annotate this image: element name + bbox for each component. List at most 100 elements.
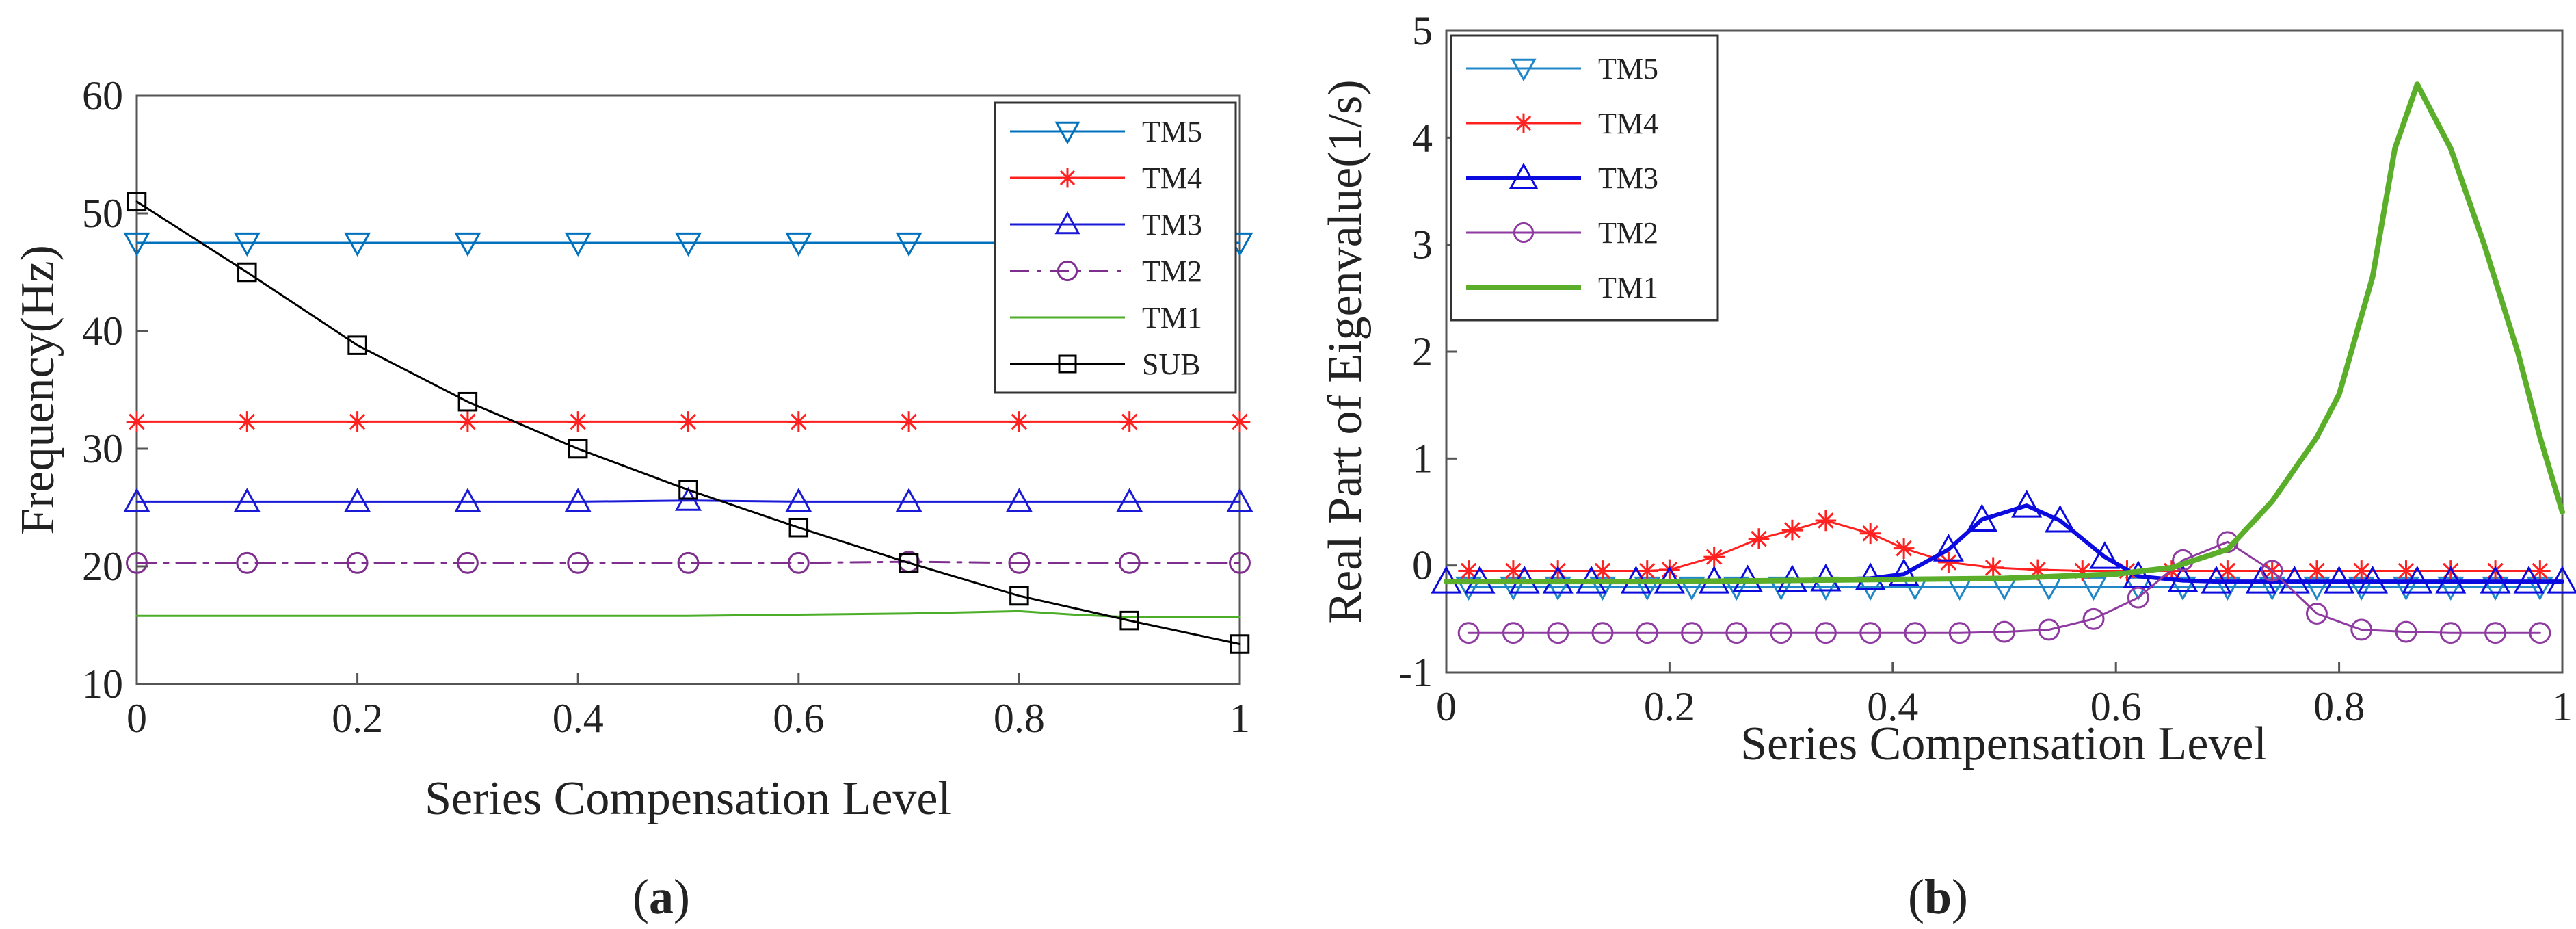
panel-b-series-tm2-point [1859, 622, 1882, 644]
panel-a-series-sub-point [237, 262, 257, 283]
panel-b-legend-tm5-label: TM5 [1598, 52, 1658, 86]
panel-b-series-tm2-point [1770, 622, 1792, 644]
panel-b-series-tm2-point [1681, 622, 1703, 644]
panel-b-series-tm4-point [1815, 510, 1837, 532]
panel-a-series-tm4-point [457, 411, 479, 432]
panel-a-series-tm5-point [344, 232, 371, 257]
panel-a-series-tm4-point [1009, 411, 1030, 432]
panel-a-series-tm3-point [785, 488, 812, 512]
panel-a-y-axis-label: Frequency(Hz) [12, 245, 64, 535]
panel-a-series-tm3-point [564, 488, 592, 512]
panel-a-series-tm2-point [1118, 551, 1141, 574]
panel-a-series-sub-point [899, 553, 919, 573]
panel-b-series-tm2-point [2127, 586, 2149, 609]
panel-a-series-sub-point [678, 480, 698, 500]
panel-b-series-tm2-point [2350, 618, 2373, 641]
panel-a-series-tm2-point [126, 551, 148, 574]
panel-a-series-tm2-point [236, 551, 258, 574]
panel-b-series-tm3-point [1933, 534, 1964, 562]
panel-a-x-tick-label: 1 [1230, 696, 1250, 741]
panel-a-series-tm5-point [564, 232, 592, 257]
panel-a-legend-box [994, 101, 1237, 394]
panel-b-series-tm5-point [1678, 576, 1705, 601]
panel-b-y-axis-label: Real Part of Eigenvalue(1/s) [1319, 79, 1372, 623]
panel-a-legend-tm3-label: TM3 [1142, 208, 1202, 241]
panel-b-series-tm4-point [1703, 546, 1725, 568]
panel-b-x-tick-label: 0 [1436, 684, 1457, 729]
panel-a-ticks-layer: 0 0.2 0.4 0.6 0.8 1 10 20 30 40 50 60 [82, 73, 1250, 741]
panel-b-series-tm2-point [2261, 560, 2283, 582]
panel-b-series-tm4-point [1893, 538, 1915, 559]
panel-a-series-tm4-point [567, 411, 589, 432]
panel-a-series-tm5-point [895, 232, 922, 257]
panel-a-series-tm3-point [895, 488, 922, 512]
panel-a-series-tm3-point [233, 488, 261, 512]
panel-a-series-tm2-point [346, 551, 369, 574]
panel-b-series-tm2-line [1468, 540, 2541, 634]
panel-b-series-tm4-point [2395, 560, 2417, 581]
panel-a-series-tm3-line [135, 499, 1241, 503]
panel-a-series-tm4-point [1229, 411, 1251, 432]
panel-a-series-tm3-point [1226, 488, 1253, 512]
panel-b-series-tm4-point [1748, 528, 1770, 549]
panel-a-series-tm5-point [454, 232, 481, 257]
panel-a-y-tick-label: 20 [82, 544, 123, 589]
panel-b-series-tm4-point [1938, 551, 1959, 573]
panel-b-series-tm2-point [2395, 620, 2417, 643]
panel-a-x-tick-label: 0.8 [994, 696, 1045, 741]
panel-b-series-tm2-point [1814, 622, 1837, 644]
panel-b-series-layer [1431, 81, 2576, 644]
panel-a-series-tm5-point [123, 232, 150, 257]
panel-b-x-tick-label: 0.2 [1644, 684, 1695, 729]
panel-a-series-tm2-point [456, 551, 479, 574]
panel-b-series-tm2-point [2484, 622, 2507, 644]
panel-b-legend-tm3-label: TM3 [1598, 161, 1658, 195]
panel-b-series-tm4-point [1781, 519, 1803, 541]
panel-b-series-tm4-point [2071, 560, 2093, 581]
panel-b-series-tm4-point [1502, 560, 1524, 581]
panel-b-y-tick-label: 3 [1412, 222, 1433, 267]
panel-a-legend-tm5-marker [1054, 121, 1080, 145]
panel-b-series-tm4-point [1859, 523, 1881, 545]
panel-b-x-tick-label: 0.4 [1867, 684, 1918, 729]
panel-b-series-tm3-point [2402, 566, 2433, 594]
panel-b-series-tm2-point [2082, 607, 2105, 630]
panel-a-caption-letter: a [649, 869, 674, 924]
panel-b-legend-tm2-marker [1513, 222, 1535, 244]
panel-b-x-tick-label: 1 [2552, 684, 2573, 729]
panel-b-series-tm2-point [2306, 603, 2328, 625]
panel-a-legend: TM5 TM4 TM3 TM2 TM1 SUB [994, 101, 1237, 394]
panel-b-series-tm2-point [1948, 622, 1971, 644]
panel-b-series-tm5-point [1723, 576, 1750, 601]
panel-a-series-tm2-point [1229, 551, 1251, 574]
panel-a-series-tm3-point [123, 488, 150, 512]
panel-b-legend-tm4-marker [1513, 113, 1534, 133]
panel-b-caption: (b) [1908, 869, 1968, 924]
panel-a-series-sub-point [788, 517, 809, 538]
panel-a-series-tm2-point [1008, 551, 1031, 574]
panel-a-series-sub-point [457, 391, 478, 412]
panel-b-series-tm2-point [1904, 622, 1926, 644]
panel-a-series-tm4-point [237, 411, 258, 432]
panel-a-series-tm2-point [677, 551, 700, 574]
panel-a-x-tick-label: 0.2 [332, 696, 383, 741]
panel-a-series-tm3-point [454, 488, 481, 512]
panel-b-series-tm3-point [2547, 566, 2576, 594]
panel-a-series-sub-point [1119, 610, 1139, 631]
panel-b-x-axis-label: Series Compensation Level [1740, 718, 2267, 770]
panel-a-series-tm2-point [567, 551, 589, 574]
panel-a-y-tick-label: 10 [82, 662, 123, 707]
panel-a-series-sub-line [135, 200, 1241, 645]
panel-a-x-tick-label: 0.4 [553, 696, 604, 741]
panel-a-series-tm3-point [1116, 488, 1143, 512]
panel-a-series-tm2-line [135, 560, 1241, 564]
panel-b-series-tm3-point [2435, 566, 2467, 594]
panel-a-x-tick-label: 0 [127, 696, 147, 741]
panel-b-y-tick-label: 4 [1412, 115, 1433, 160]
panel-a-y-tick-label: 30 [82, 426, 123, 471]
panel-a-series-tm2-point [787, 551, 810, 574]
panel-a-legend-sub-marker [1058, 354, 1077, 374]
panel-b-y-tick-label: -1 [1398, 650, 1433, 695]
